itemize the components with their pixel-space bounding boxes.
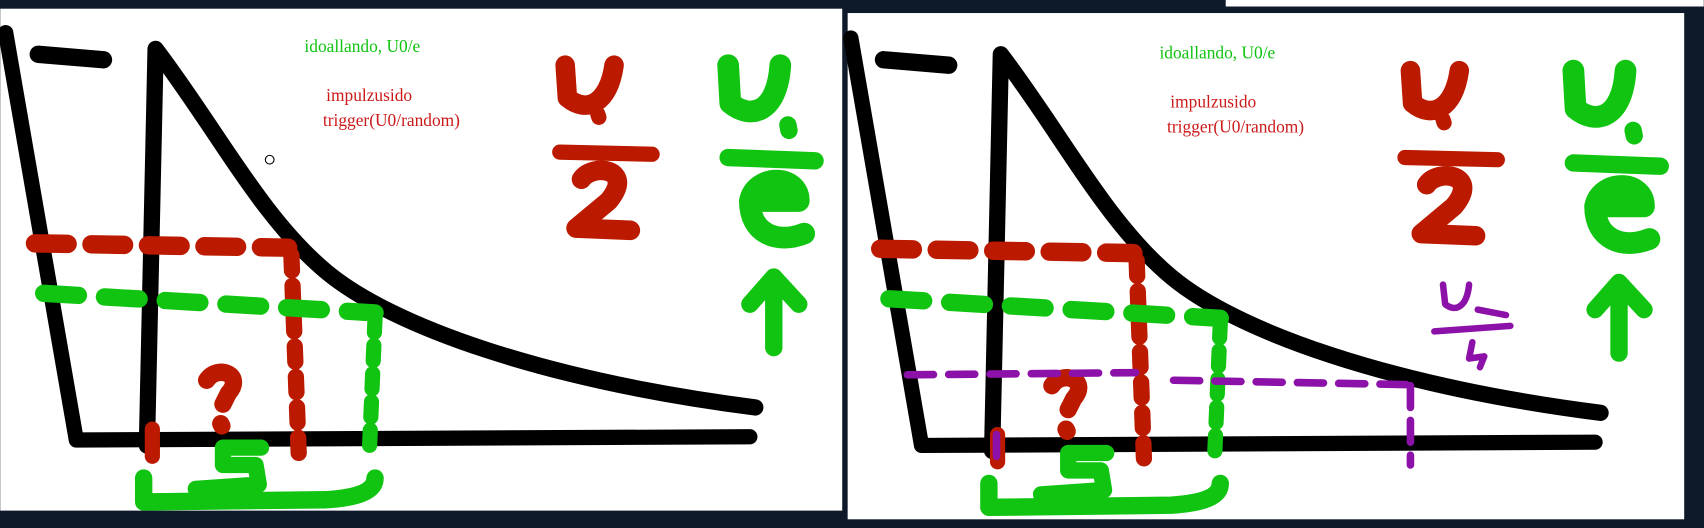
window-edge: [1225, 0, 1704, 7]
green-note: idoallando, U0/e: [304, 37, 420, 56]
purple-dash: [903, 368, 1411, 389]
purple-vertical: [992, 381, 1415, 469]
red-note: impulzusido: [326, 86, 412, 105]
green-note: idoallando, U0/e: [1159, 44, 1275, 63]
red-note: impulzusido: [1170, 93, 1256, 112]
red-note: trigger(U0/random): [323, 111, 460, 130]
red-note: trigger(U0/random): [1167, 118, 1304, 137]
cursor: [264, 154, 275, 165]
purple-fraction: [1431, 281, 1514, 371]
